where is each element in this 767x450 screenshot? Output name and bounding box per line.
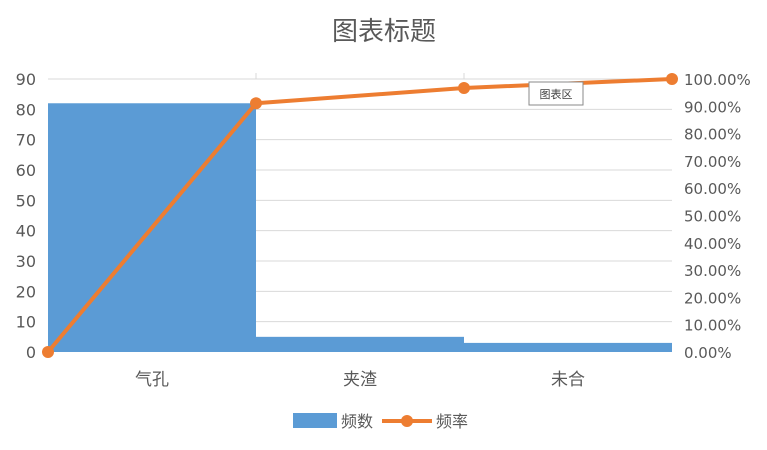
y-left-tick-label: 20 (16, 282, 36, 301)
y-left-tick-label: 0 (26, 343, 36, 362)
bar (464, 342, 672, 352)
tooltip-text: 图表区 (540, 87, 573, 101)
legend-line-label: 频率 (436, 412, 468, 431)
chart-title: 图表标题 (332, 17, 436, 47)
y-left-tick-label: 60 (16, 161, 36, 180)
tooltip: 图表区 (528, 81, 584, 106)
x-tick-label: 气孔 (135, 370, 169, 390)
x-tick-label: 夹渣 (343, 370, 377, 390)
y-left-tick-label: 10 (16, 313, 36, 332)
y-left-tick-label: 40 (16, 222, 36, 241)
legend-bar-label: 频数 (341, 412, 373, 431)
y-right-tick-label: 30.00% (684, 262, 741, 280)
line-point (666, 73, 678, 85)
tooltip-box (528, 81, 584, 106)
y-left-tick-label: 50 (16, 191, 36, 210)
bar (256, 336, 464, 352)
axes (255, 73, 465, 79)
line-point (250, 97, 262, 110)
legend[interactable]: 频数 频率 (293, 412, 468, 431)
y-left-tick-label: 30 (16, 252, 36, 271)
y-right-tick-label: 40.00% (684, 235, 741, 253)
y-left-tick-label: 90 (16, 70, 36, 89)
y-right-tick-label: 0.00% (684, 344, 732, 362)
y-right-tick-label: 100.00% (684, 71, 751, 89)
y-right-tick-label: 90.00% (684, 98, 741, 116)
y-right-tick-label: 80.00% (684, 126, 741, 144)
y-left-tick-label: 70 (16, 131, 36, 150)
y-right-tick-label: 50.00% (684, 208, 741, 226)
y-left-tick-label: 80 (16, 100, 36, 119)
y-right-tick-label: 20.00% (684, 289, 741, 307)
x-tick-label: 未合 (551, 370, 585, 390)
y-right-tick-label: 10.00% (684, 317, 741, 335)
legend-line-marker (401, 415, 413, 427)
legend-bar-swatch (293, 413, 337, 428)
line-point (42, 346, 54, 358)
line-point (458, 82, 470, 95)
axis-labels: 0 10 20 30 40 50 60 70 80 90 0.00% 10.00% 20.00% 30.0… (16, 70, 751, 390)
y-right-tick-label: 60.00% (684, 180, 741, 198)
y-right-tick-label: 70.00% (684, 153, 741, 171)
